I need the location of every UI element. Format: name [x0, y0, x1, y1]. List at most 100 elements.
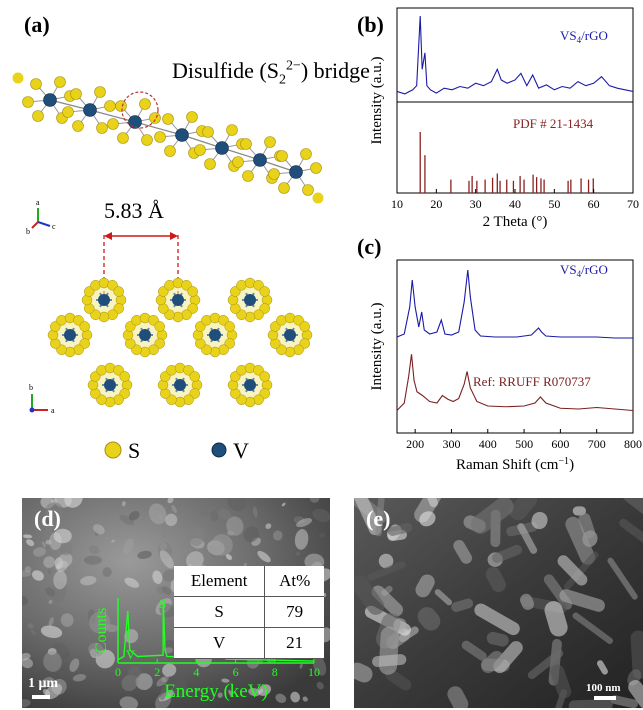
sulfur-atom	[139, 98, 151, 110]
sulfur-atom	[32, 110, 44, 122]
svg-text:a: a	[36, 198, 40, 207]
sulfur-atom	[104, 100, 116, 112]
sulfur-atom	[166, 394, 177, 405]
sulfur-atom	[218, 315, 229, 326]
raman-series-label: VS4/rGO	[560, 262, 608, 279]
vanadium-legend-icon	[211, 442, 227, 458]
sulfur-atom	[253, 365, 264, 376]
sulfur-atom	[278, 182, 290, 194]
xrd-series-label: VS4/rGO	[560, 28, 608, 45]
atom-legend: S V	[104, 438, 249, 463]
sulfur-atom	[224, 338, 235, 349]
svg-text:b: b	[26, 227, 30, 236]
sulfur-atom	[194, 144, 206, 156]
sulfur-atom	[73, 315, 84, 326]
sulfur-atom	[117, 132, 129, 144]
sulfur-atom	[186, 111, 198, 123]
vanadium-atom	[289, 165, 303, 179]
sulfur-atom	[276, 150, 288, 162]
x-tick-label: 10	[308, 665, 320, 679]
vanadium-atom	[174, 379, 186, 391]
panel-c: VS4/rGO Ref: RRUFF R070737 200 300 400 500 600…	[345, 230, 643, 475]
sulfur-atom	[226, 124, 238, 136]
sulfur-atom	[115, 100, 127, 112]
raman-chart: VS4/rGO Ref: RRUFF R070737 200 300 400 500 600…	[369, 259, 642, 473]
scale-bar-e: 100 nm	[586, 682, 621, 700]
panel-b: VS4/rGO PDF # 21-1434 10 20 30 40 50 60 70 2 Thet…	[345, 0, 643, 230]
sulfur-atom	[202, 126, 214, 138]
vanadium-atom	[244, 294, 256, 306]
vanadium-atom	[139, 329, 151, 341]
x-tick-label: 8	[272, 665, 278, 679]
x-tick-label: 300	[442, 437, 460, 451]
sulfur-atom	[154, 338, 165, 349]
sulfur-atom	[259, 388, 270, 399]
x-tick-label: 800	[624, 437, 642, 451]
disulfide-bridge-label: Disulfide (S22−) bridge	[172, 58, 370, 88]
sulfur-atom	[148, 315, 159, 326]
sulfur-atom	[299, 321, 310, 332]
x-tick-label: 700	[588, 437, 606, 451]
x-tick-label: 50	[548, 197, 560, 211]
vanadium-atom	[244, 379, 256, 391]
panel-c-label: (c)	[357, 234, 382, 259]
sulfur-atom	[113, 365, 124, 376]
sulfur-atom	[107, 280, 118, 291]
x-tick-label: 20	[430, 197, 442, 211]
sulfur-atom	[154, 131, 166, 143]
sulfur-atom	[236, 394, 247, 405]
sulfur-atom	[84, 286, 95, 297]
sulfur-atom	[310, 162, 322, 174]
sulfur-atom	[56, 344, 67, 355]
edx-x-axis-label: Energy (keV)	[164, 681, 268, 702]
sulfur-atom	[187, 286, 198, 297]
sulfur-atom	[270, 321, 281, 332]
sulfur-atom	[70, 88, 82, 100]
sulfur-atom	[96, 394, 107, 405]
table-row: S 79	[174, 596, 324, 628]
sulfur-atom	[125, 321, 136, 332]
x-tick-label: 70	[627, 197, 639, 211]
sulfur-atom	[264, 136, 276, 148]
sulfur-atom	[240, 138, 252, 150]
sulfur-atom	[141, 134, 153, 146]
sulfur-atom	[79, 338, 90, 349]
svg-text:b: b	[29, 383, 33, 392]
sulfur-atom	[72, 120, 84, 132]
x-tick-label: 600	[551, 437, 569, 451]
vanadium-atom	[172, 294, 184, 306]
edx-composition-table: Element At% S 79 V 21	[174, 566, 324, 659]
sulfur-atom	[276, 344, 287, 355]
sulfur-atom	[230, 371, 241, 382]
svg-text:S: S	[128, 438, 140, 463]
sulfur-atom	[90, 371, 101, 382]
sulfur-atom	[22, 96, 34, 108]
vanadium-atom	[83, 103, 97, 117]
panel-a-label: (a)	[24, 12, 50, 37]
vanadium-atom	[209, 329, 221, 341]
sulfur-atom	[96, 122, 108, 134]
x-tick-label: 60	[588, 197, 600, 211]
sulfur-atom	[242, 170, 254, 182]
distance-label: 5.83 Å	[104, 198, 164, 223]
raman-reference-line	[396, 354, 634, 412]
y-axis-label: Intensity (a.u.)	[369, 303, 385, 391]
svg-text:a: a	[51, 406, 55, 415]
sulfur-atom	[154, 321, 165, 332]
sulfur-atom	[160, 371, 171, 382]
y-axis-label: Intensity (a.u.)	[369, 57, 385, 145]
sulfur-atom	[50, 321, 61, 332]
sulfur-atom	[259, 303, 270, 314]
table-header: At%	[264, 566, 324, 597]
edx-peak-label: V	[126, 647, 136, 662]
sulfur-atom	[30, 78, 42, 90]
x-tick-label: 500	[515, 437, 533, 451]
sulfur-atom	[164, 309, 175, 320]
sulfur-atom	[189, 388, 200, 399]
sulfur-atom	[299, 338, 310, 349]
sulfur-atom	[62, 106, 74, 118]
sulfur-atom	[149, 112, 161, 124]
table-header: Element	[174, 566, 266, 597]
vanadium-atom	[104, 379, 116, 391]
